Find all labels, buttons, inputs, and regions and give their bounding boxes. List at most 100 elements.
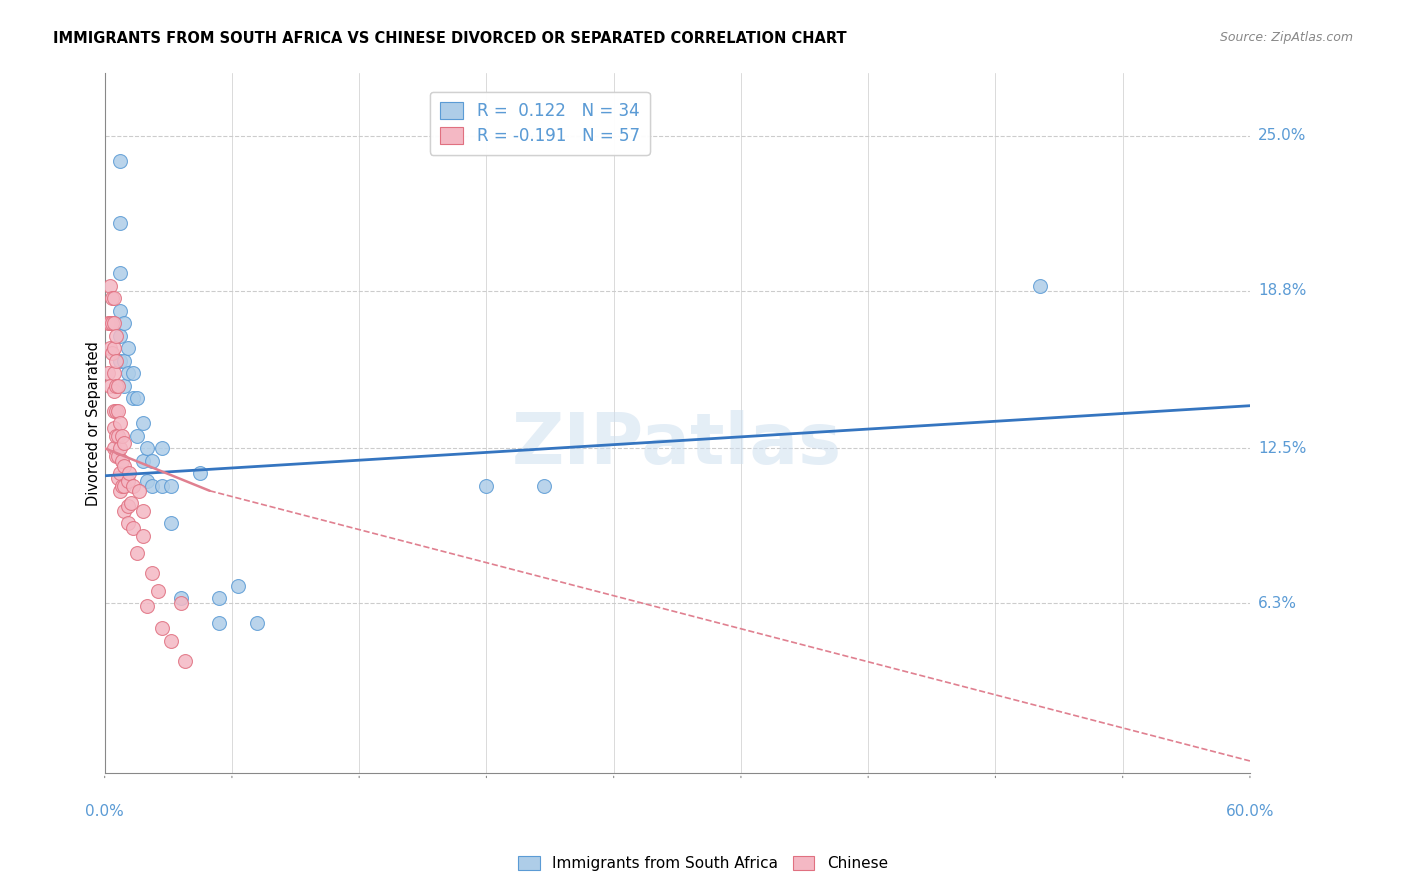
Point bbox=[103, 291, 125, 305]
Point bbox=[120, 496, 142, 510]
Point bbox=[111, 454, 134, 468]
Point bbox=[208, 591, 231, 606]
Point bbox=[101, 316, 124, 330]
Point bbox=[105, 378, 128, 392]
Point bbox=[160, 633, 183, 648]
Point bbox=[128, 483, 150, 498]
Point bbox=[170, 591, 193, 606]
Legend: R =  0.122   N = 34, R = -0.191   N = 57: R = 0.122 N = 34, R = -0.191 N = 57 bbox=[430, 92, 650, 155]
Point bbox=[132, 454, 155, 468]
Point bbox=[108, 483, 131, 498]
Point bbox=[146, 583, 169, 598]
Point bbox=[173, 654, 195, 668]
Point bbox=[100, 316, 122, 330]
Point bbox=[117, 499, 139, 513]
Point bbox=[112, 353, 135, 368]
Text: 18.8%: 18.8% bbox=[1258, 283, 1306, 298]
Point bbox=[122, 521, 145, 535]
Point bbox=[103, 316, 125, 330]
Point bbox=[105, 403, 128, 417]
Text: 12.5%: 12.5% bbox=[1258, 441, 1306, 456]
Point bbox=[112, 316, 135, 330]
Text: IMMIGRANTS FROM SOUTH AFRICA VS CHINESE DIVORCED OR SEPARATED CORRELATION CHART: IMMIGRANTS FROM SOUTH AFRICA VS CHINESE … bbox=[53, 31, 846, 46]
Point bbox=[108, 266, 131, 280]
Point bbox=[533, 479, 555, 493]
Point bbox=[108, 328, 131, 343]
Point bbox=[108, 467, 131, 481]
Text: 25.0%: 25.0% bbox=[1258, 128, 1306, 143]
Point bbox=[105, 449, 128, 463]
Point bbox=[141, 479, 163, 493]
Point bbox=[108, 416, 131, 430]
Point bbox=[108, 442, 131, 456]
Point bbox=[127, 428, 149, 442]
Point bbox=[103, 403, 125, 417]
Point bbox=[97, 316, 120, 330]
Point bbox=[208, 616, 231, 631]
Point bbox=[105, 328, 128, 343]
Point bbox=[101, 346, 124, 360]
Point bbox=[127, 546, 149, 560]
Point bbox=[100, 278, 122, 293]
Point bbox=[103, 442, 125, 456]
Point bbox=[112, 378, 135, 392]
Point bbox=[111, 479, 134, 493]
Point bbox=[118, 467, 141, 481]
Point bbox=[112, 479, 135, 493]
Point bbox=[111, 428, 134, 442]
Point bbox=[105, 353, 128, 368]
Point bbox=[150, 621, 173, 635]
Point bbox=[141, 454, 163, 468]
Text: Source: ZipAtlas.com: Source: ZipAtlas.com bbox=[1219, 31, 1353, 45]
Point bbox=[107, 403, 129, 417]
Point bbox=[117, 341, 139, 355]
Point bbox=[122, 391, 145, 405]
Point bbox=[103, 384, 125, 398]
Point bbox=[132, 529, 155, 543]
Point bbox=[135, 442, 157, 456]
Text: 0.0%: 0.0% bbox=[86, 804, 124, 819]
Point bbox=[127, 391, 149, 405]
Point bbox=[108, 353, 131, 368]
Legend: Immigrants from South Africa, Chinese: Immigrants from South Africa, Chinese bbox=[512, 850, 894, 877]
Point bbox=[112, 504, 135, 518]
Point bbox=[112, 458, 135, 473]
Point bbox=[226, 579, 249, 593]
Point bbox=[117, 516, 139, 531]
Point bbox=[103, 421, 125, 435]
Point bbox=[107, 378, 129, 392]
Point bbox=[150, 442, 173, 456]
Point bbox=[108, 153, 131, 168]
Point bbox=[246, 616, 269, 631]
Point bbox=[132, 416, 155, 430]
Point bbox=[107, 471, 129, 485]
Y-axis label: Divorced or Separated: Divorced or Separated bbox=[86, 341, 101, 506]
Point bbox=[105, 428, 128, 442]
Text: ZIPatlas: ZIPatlas bbox=[512, 409, 842, 479]
Point bbox=[107, 428, 129, 442]
Point bbox=[100, 341, 122, 355]
Point bbox=[97, 366, 120, 380]
Point bbox=[103, 341, 125, 355]
Point bbox=[188, 467, 211, 481]
Point bbox=[132, 504, 155, 518]
Point bbox=[103, 366, 125, 380]
Point bbox=[135, 474, 157, 488]
Point bbox=[170, 596, 193, 610]
Point bbox=[117, 474, 139, 488]
Point bbox=[107, 449, 129, 463]
Point bbox=[122, 479, 145, 493]
Point bbox=[475, 479, 498, 493]
Point bbox=[135, 599, 157, 613]
Point bbox=[150, 479, 173, 493]
Point bbox=[117, 366, 139, 380]
Point bbox=[108, 303, 131, 318]
Point bbox=[100, 378, 122, 392]
Point bbox=[160, 516, 183, 531]
Point bbox=[1029, 278, 1052, 293]
Text: 6.3%: 6.3% bbox=[1258, 596, 1298, 611]
Point bbox=[141, 566, 163, 581]
Point bbox=[112, 436, 135, 450]
Point bbox=[122, 366, 145, 380]
Text: 60.0%: 60.0% bbox=[1226, 804, 1274, 819]
